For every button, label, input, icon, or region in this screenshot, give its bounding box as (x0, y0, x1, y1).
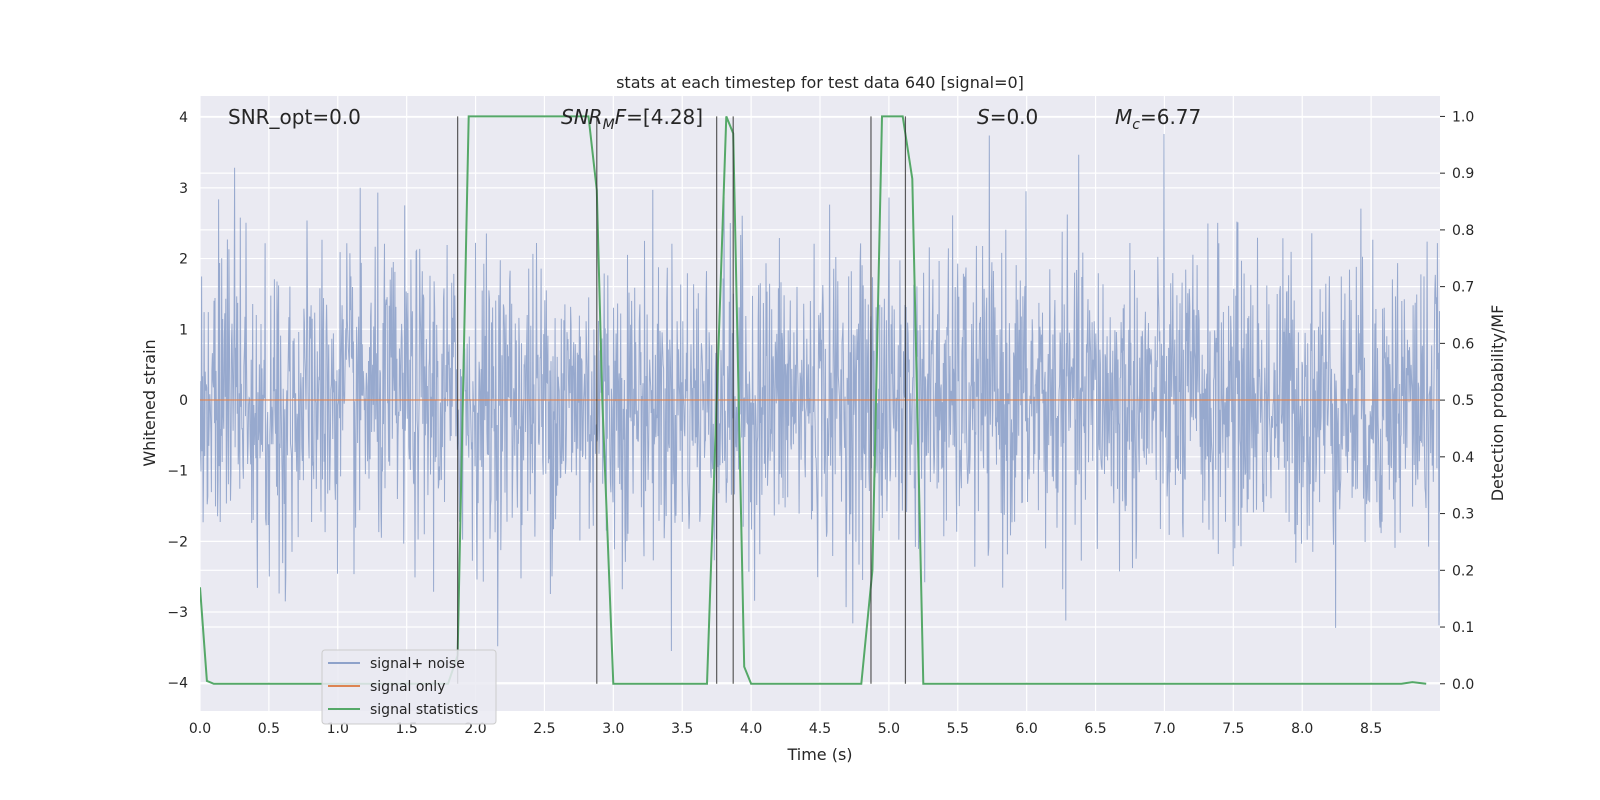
y-right-tick-labels: 1.0 0.9 0.8 0.7 0.6 0.5 0.4 0.3 0.2 0.1 0.0 (1440, 109, 1474, 693)
y-right-tick-label: 0.9 (1452, 166, 1474, 182)
annotation-snr-mf-f: F (615, 105, 627, 129)
x-tick-label: 7.5 (1222, 721, 1244, 737)
x-tick-label: 8.5 (1360, 721, 1382, 737)
y-right-tick-label: 0.3 (1452, 507, 1474, 523)
x-tick-label: 2.5 (533, 721, 555, 737)
y-right-tick-label: 0.2 (1452, 563, 1474, 579)
annotation-s-symbol: S (977, 105, 990, 129)
y-left-tick-label: 2 (179, 252, 188, 268)
x-tick-label: 5.5 (947, 721, 969, 737)
x-tick-label: 2.0 (464, 721, 486, 737)
annotation-snr-mf-value: =[4.28] (626, 105, 703, 129)
x-tick-labels: 0.0 0.5 1.0 1.5 2.0 2.5 3.0 3.5 4.0 4.5 5.0 5.5 6.0 6… (189, 721, 1382, 737)
y-left-axis-label: Whitened strain (140, 339, 159, 466)
annotation-snr-opt: SNR_opt=0.0 (228, 105, 361, 129)
x-tick-label: 3.5 (671, 721, 693, 737)
x-tick-label: 4.5 (809, 721, 831, 737)
y-left-tick-label: −1 (167, 464, 188, 480)
signal-noise-line (200, 133, 1440, 652)
x-tick-label: 6.5 (1084, 721, 1106, 737)
annotation-mc-subscript: c (1132, 117, 1140, 133)
x-tick-label: 7.0 (1153, 721, 1175, 737)
y-right-tick-label: 0.4 (1452, 450, 1474, 466)
legend-box (321, 649, 497, 725)
legend-label-signal-only: signal only (370, 679, 445, 695)
y-left-tick-label: −3 (167, 605, 188, 621)
x-tick-label: 1.0 (327, 721, 349, 737)
y-right-tick-label: 0.8 (1452, 223, 1474, 239)
annotation-mc-value: =6.77 (1140, 105, 1201, 129)
x-tick-label: 8.0 (1291, 721, 1313, 737)
legend-label-signal-statistics: signal statistics (370, 702, 478, 718)
annotation-mc: Mc=6.77 (1115, 105, 1201, 133)
annotation-snr-mf-subscript: M (603, 117, 615, 133)
x-axis-label: Time (s) (786, 745, 852, 764)
x-tick-label: 0.5 (258, 721, 280, 737)
y-right-tick-label: 0.7 (1452, 280, 1474, 296)
x-tick-label: 1.5 (396, 721, 418, 737)
annotation-s: S=0.0 (977, 105, 1038, 129)
y-right-tick-label: 1.0 (1452, 109, 1474, 125)
y-left-tick-label: 3 (179, 181, 188, 197)
vertical-markers (457, 116, 907, 684)
y-left-tick-label: −2 (167, 534, 188, 550)
annotation-s-value: =0.0 (990, 105, 1039, 129)
y-left-tick-label: −4 (167, 676, 188, 692)
x-tick-label: 5.0 (878, 721, 900, 737)
y-right-axis-label: Detection probability/MF (1488, 305, 1507, 502)
y-left-tick-labels: 4 3 2 1 0 −1 −2 −3 −4 (167, 110, 188, 692)
chart-title: stats at each timestep for test data 640… (616, 73, 1024, 92)
signal-noise-series (200, 133, 1440, 652)
x-tick-label: 4.0 (740, 721, 762, 737)
y-right-tick-label: 0.6 (1452, 336, 1474, 352)
legend: signal+ noise signal only signal statist… (321, 649, 497, 725)
legend-label-signal-noise: signal+ noise (370, 656, 465, 672)
annotation-snr-mf-symbol: SNR (561, 105, 603, 129)
annotation-mc-symbol: M (1115, 105, 1132, 129)
y-right-tick-label: 0.5 (1452, 393, 1474, 409)
x-tick-label: 3.0 (602, 721, 624, 737)
annotation-snr-mf: SNRMF=[4.28] (561, 105, 703, 133)
y-left-tick-label: 1 (179, 322, 188, 338)
y-left-tick-label: 0 (179, 393, 188, 409)
y-right-tick-label: 0.0 (1452, 677, 1474, 693)
x-tick-label: 6.0 (1016, 721, 1038, 737)
y-right-tick-label: 0.1 (1452, 620, 1474, 636)
x-tick-label: 0.0 (189, 721, 211, 737)
y-left-tick-label: 4 (179, 110, 188, 126)
